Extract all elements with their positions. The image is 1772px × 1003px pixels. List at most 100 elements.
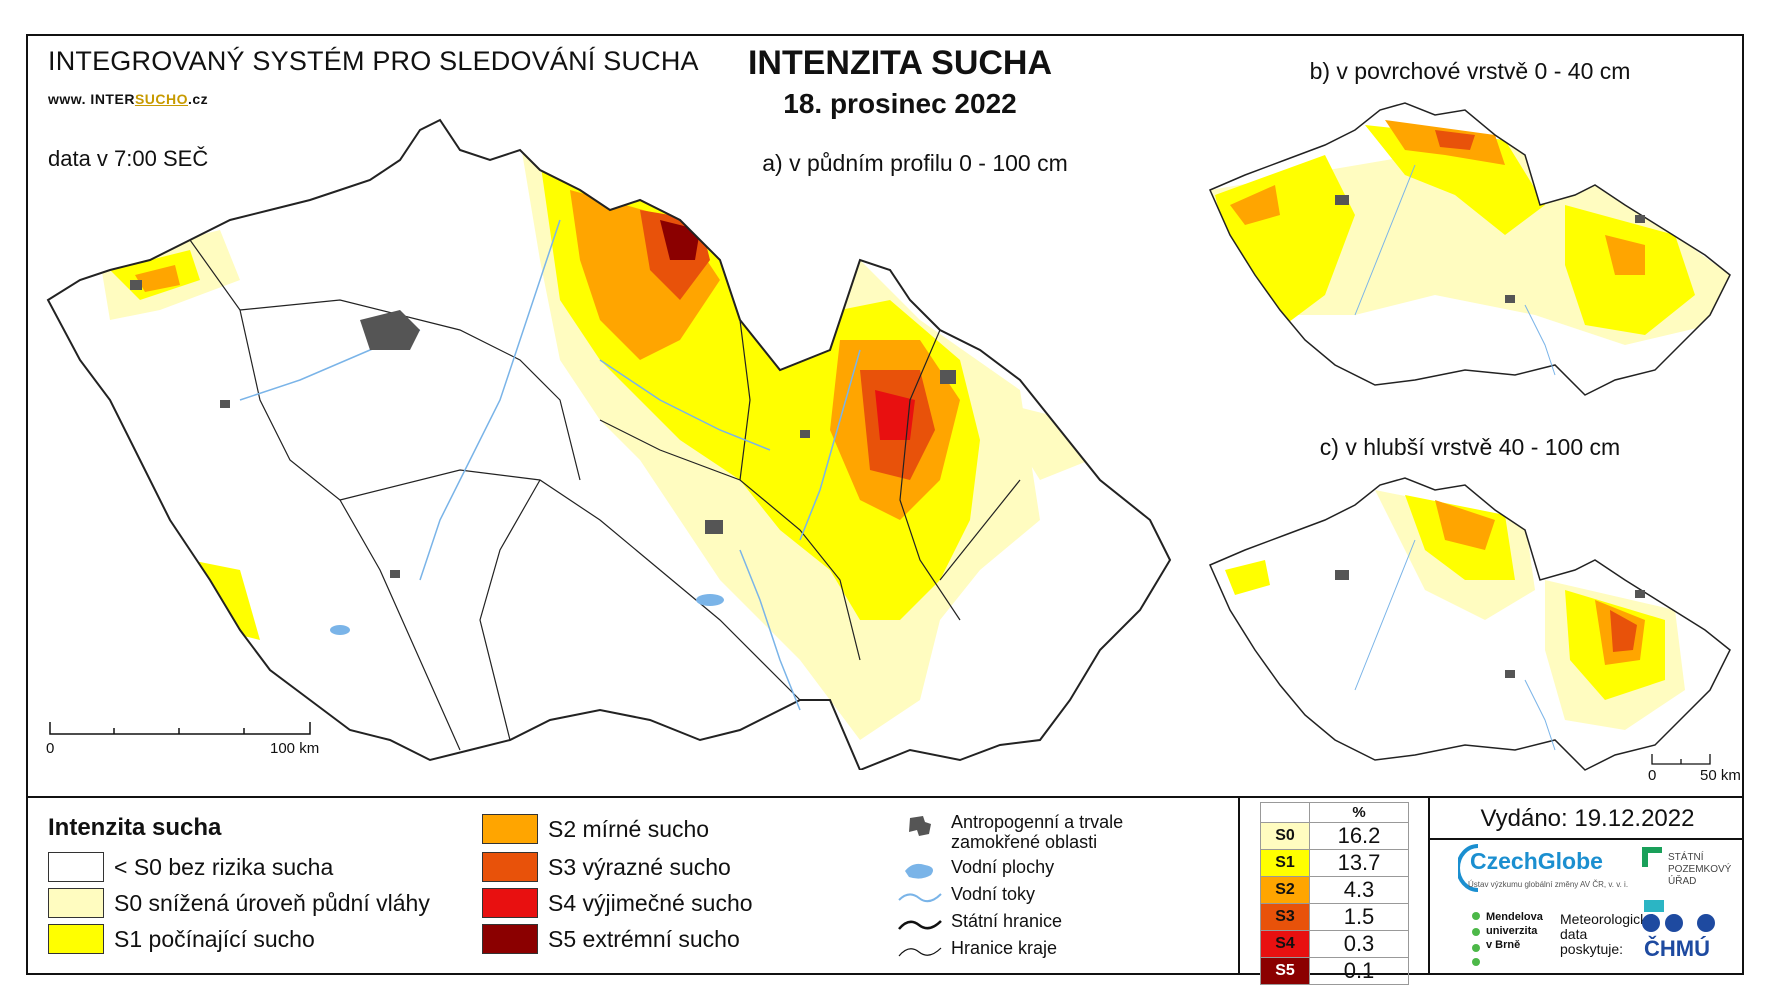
- stats-class: S2: [1260, 876, 1310, 904]
- spu-logo-icon: [1642, 847, 1664, 912]
- met-data-text: Meteorologická data poskytuje:: [1560, 912, 1655, 957]
- symbol-anthropogenic: Antropogenní a trvale zamokřené oblasti: [895, 812, 1123, 852]
- table-row: S2 4.3: [1260, 876, 1409, 904]
- czechglobe-arc-icon: [1458, 844, 1479, 892]
- spu-line-2: POZEMKOVÝ: [1668, 864, 1732, 875]
- separator-footer: [1428, 797, 1430, 975]
- scale-small-start: 0: [1648, 767, 1657, 784]
- legend-swatch: [482, 814, 538, 844]
- legend-label: S4 výjimečné sucho: [548, 889, 753, 916]
- map-a: [47, 119, 1171, 770]
- state-border-label: Státní hranice: [951, 911, 1063, 931]
- scale-main-start: 0: [46, 740, 55, 757]
- table-row: S4 0.3: [1260, 930, 1409, 958]
- scale-main-end: 100 km: [270, 740, 320, 757]
- czechglobe-logo: CzechGlobe: [1470, 848, 1603, 874]
- map-date: 18. prosinec 2022: [783, 88, 1017, 119]
- spu-line-3: ÚŘAD: [1668, 876, 1697, 887]
- stats-value: 4.3: [1309, 876, 1409, 904]
- mendelu-dots-icon: [1472, 912, 1480, 966]
- stats-class: S4: [1260, 930, 1310, 958]
- legend-item-s0: S0 snížená úroveň půdní vláhy: [48, 886, 430, 920]
- streams-label: Vodní toky: [951, 884, 1036, 904]
- mendel-line-1: Mendelova: [1486, 911, 1543, 923]
- table-row: S5 0.1: [1260, 957, 1409, 985]
- issued-divider: [1430, 838, 1744, 840]
- state-border-icon: [898, 920, 942, 930]
- mendelu-logo: Mendelova univerzita v Brně: [1486, 910, 1543, 952]
- stats-class: S5: [1260, 957, 1310, 985]
- separator-stats: [1238, 797, 1240, 975]
- legend-item-s4: S4 výjimečné sucho: [482, 886, 753, 920]
- stats-class: S3: [1260, 903, 1310, 931]
- chmu-symbol-icon: [1642, 914, 1715, 932]
- legend-title: Intenzita sucha: [48, 814, 222, 841]
- water-bodies-label: Vodní plochy: [951, 857, 1055, 877]
- met-line-2: data: [1560, 926, 1588, 942]
- url-prefix: www. INTER: [48, 91, 135, 107]
- region-border-label: Hranice kraje: [951, 938, 1058, 958]
- spu-logo-text: STÁTNÍ POZEMKOVÝ ÚŘAD: [1668, 852, 1731, 888]
- legend-item-s2: S2 mírné sucho: [482, 812, 709, 846]
- legend-swatch: [48, 924, 104, 954]
- stats-header: %: [1309, 802, 1409, 823]
- legend-swatch: [482, 924, 538, 954]
- legend-swatch: [48, 852, 104, 882]
- region-border-icon: [898, 947, 942, 957]
- symbol-water-bodies: Vodní plochy: [895, 857, 1054, 885]
- website-link[interactable]: www. INTERSUCHO.cz: [48, 91, 208, 107]
- mendel-line-2: univerzita: [1486, 925, 1538, 937]
- symbol-region-border: Hranice kraje: [895, 938, 1057, 966]
- legend-label: S0 snížená úroveň půdní vláhy: [114, 889, 430, 916]
- legend-label: S1 počínající sucho: [114, 925, 315, 952]
- legend-item-below-s0: < S0 bez rizika sucha: [48, 850, 333, 884]
- url-suffix: .cz: [188, 91, 209, 107]
- legend-swatch: [482, 888, 538, 918]
- data-time: data v 7:00 SEČ: [48, 146, 209, 171]
- spu-line-1: STÁTNÍ: [1668, 852, 1704, 863]
- map-c: [1209, 477, 1731, 771]
- water-body-icon: [905, 863, 933, 879]
- symbol-state-border: Státní hranice: [895, 911, 1062, 939]
- legend-swatch: [482, 852, 538, 882]
- stats-table: % S0 16.2 S1 13.7 S2 4.3 S3 1.5 S4 0.3 S5 0.1: [1260, 802, 1409, 985]
- issued-date: Vydáno: 19.12.2022: [1480, 805, 1695, 832]
- met-line-3: poskytuje:: [1560, 941, 1624, 957]
- scale-bar-main: [49, 722, 311, 735]
- legend-label: S2 mírné sucho: [548, 815, 710, 842]
- main-title: INTENZITA SUCHA: [747, 44, 1053, 82]
- stream-icon: [898, 893, 942, 903]
- map-frame: [26, 34, 1744, 975]
- czechglobe-subtitle: Ústav výzkumu globální změny AV ČR, v. v…: [1468, 880, 1629, 889]
- anthropogenic-label-2: zamokřené oblasti: [951, 832, 1098, 852]
- legend-item-s5: S5 extrémní sucho: [482, 922, 740, 956]
- stats-class: S1: [1260, 849, 1310, 877]
- anthropogenic-area-icon: [909, 816, 931, 836]
- stats-header-row: %: [1260, 802, 1409, 823]
- stats-class: S0: [1260, 822, 1310, 850]
- scale-bar-small: [1651, 754, 1711, 765]
- legend-item-s3: S3 výrazné sucho: [482, 850, 731, 884]
- met-line-1: Meteorologická: [1560, 911, 1655, 927]
- url-mid: SUCHO: [134, 91, 188, 107]
- anthropogenic-label-1: Antropogenní a trvale: [951, 812, 1124, 832]
- table-row: S3 1.5: [1260, 903, 1409, 931]
- map-a-label: a) v půdním profilu 0 - 100 cm: [762, 150, 1068, 176]
- map-c-label: c) v hlubší vrstvě 40 - 100 cm: [1319, 434, 1621, 460]
- legend-label: S3 výrazné sucho: [548, 853, 731, 880]
- stats-value: 0.1: [1309, 957, 1409, 985]
- legend-divider: [26, 796, 1744, 798]
- symbol-streams: Vodní toky: [895, 884, 1035, 912]
- table-row: S1 13.7: [1260, 849, 1409, 877]
- stats-value: 13.7: [1309, 849, 1409, 877]
- stats-value: 16.2: [1309, 822, 1409, 850]
- legend-label: S5 extrémní sucho: [548, 925, 740, 952]
- mendel-line-3: v Brně: [1486, 939, 1521, 951]
- scale-small-end: 50 km: [1700, 767, 1741, 784]
- legend-item-s1: S1 počínající sucho: [48, 922, 315, 956]
- chmu-logo: ČHMÚ: [1644, 936, 1710, 961]
- legend-swatch: [48, 888, 104, 918]
- stats-value: 1.5: [1309, 903, 1409, 931]
- table-row: S0 16.2: [1260, 822, 1409, 850]
- system-title: INTEGROVANÝ SYSTÉM PRO SLEDOVÁNÍ SUCHA: [48, 46, 699, 76]
